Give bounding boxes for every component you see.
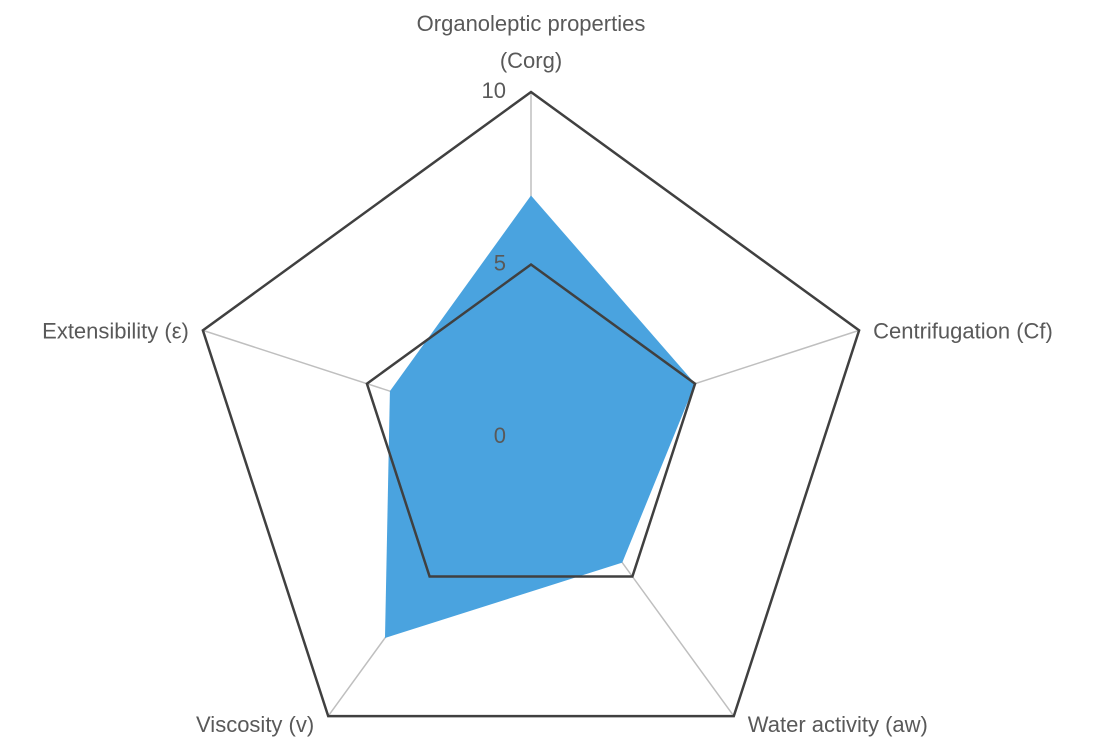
axis-label: Water activity (aw) <box>748 712 928 737</box>
tick-label: 5 <box>494 250 506 275</box>
grid-ring <box>201 90 861 718</box>
axis-label: Centrifugation (Cf) <box>873 318 1053 343</box>
tick-label: 0 <box>494 423 506 448</box>
axis-label: Extensibility (ε) <box>42 318 189 343</box>
axis-label: Viscosity (v) <box>196 712 314 737</box>
axis-label: Organoleptic properties (Corg) <box>417 11 646 73</box>
grid-ring <box>365 262 697 578</box>
series-area <box>384 195 696 638</box>
tick-label: 10 <box>482 78 506 103</box>
